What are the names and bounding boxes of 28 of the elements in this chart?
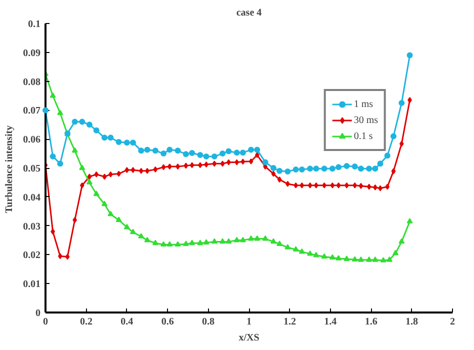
x-tick-label: 2 bbox=[450, 316, 455, 328]
y-tick-label: 0 bbox=[36, 308, 40, 319]
y-tick-label: 0.03 bbox=[23, 221, 40, 232]
y-tick-label: 0.04 bbox=[23, 192, 40, 204]
x-tick-label: 0.2 bbox=[80, 316, 92, 328]
y-tick-label: 0.02 bbox=[23, 250, 40, 262]
x-axis-title: x/XS bbox=[238, 332, 260, 344]
y-tick-label: 0.1 bbox=[28, 19, 40, 30]
y-axis-title: Turbulence intensity bbox=[4, 125, 15, 214]
y-tick-label: 0.01 bbox=[23, 279, 40, 290]
chart-title: case 4 bbox=[236, 8, 262, 18]
y-tick-label: 0.06 bbox=[23, 134, 40, 146]
legend-label: 30 ms bbox=[354, 114, 378, 127]
y-tick-label: 0.09 bbox=[23, 48, 40, 59]
x-tick-label: 1.2 bbox=[283, 316, 296, 328]
y-tick-label: 0.07 bbox=[23, 106, 40, 117]
x-tick-label: 1.8 bbox=[406, 316, 418, 328]
legend-label: 1 ms bbox=[354, 98, 374, 111]
legend-label: 0.1 s bbox=[354, 130, 374, 143]
x-tick-label: 1 bbox=[246, 316, 252, 328]
x-tick-label: 0.8 bbox=[202, 316, 215, 328]
y-tick-label: 0.08 bbox=[23, 76, 40, 88]
x-tick-label: 0.6 bbox=[161, 316, 174, 328]
y-tick-label: 0.05 bbox=[23, 164, 40, 174]
x-tick-label: 0.4 bbox=[120, 316, 134, 328]
x-tick-label: 1.6 bbox=[364, 316, 378, 328]
x-tick-label: 1.4 bbox=[324, 316, 337, 328]
x-tick-label: 0 bbox=[43, 316, 48, 328]
